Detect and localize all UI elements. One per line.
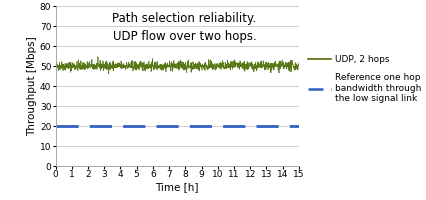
Y-axis label: Throughput [Mbps]: Throughput [Mbps] (27, 36, 37, 136)
X-axis label: Time [h]: Time [h] (155, 182, 199, 192)
Text: Path selection reliability.
UDP flow over two hops.: Path selection reliability. UDP flow ove… (112, 12, 256, 43)
Legend: UDP, 2 hops, Reference one hop
bandwidth through
the low signal link: UDP, 2 hops, Reference one hop bandwidth… (308, 55, 421, 103)
